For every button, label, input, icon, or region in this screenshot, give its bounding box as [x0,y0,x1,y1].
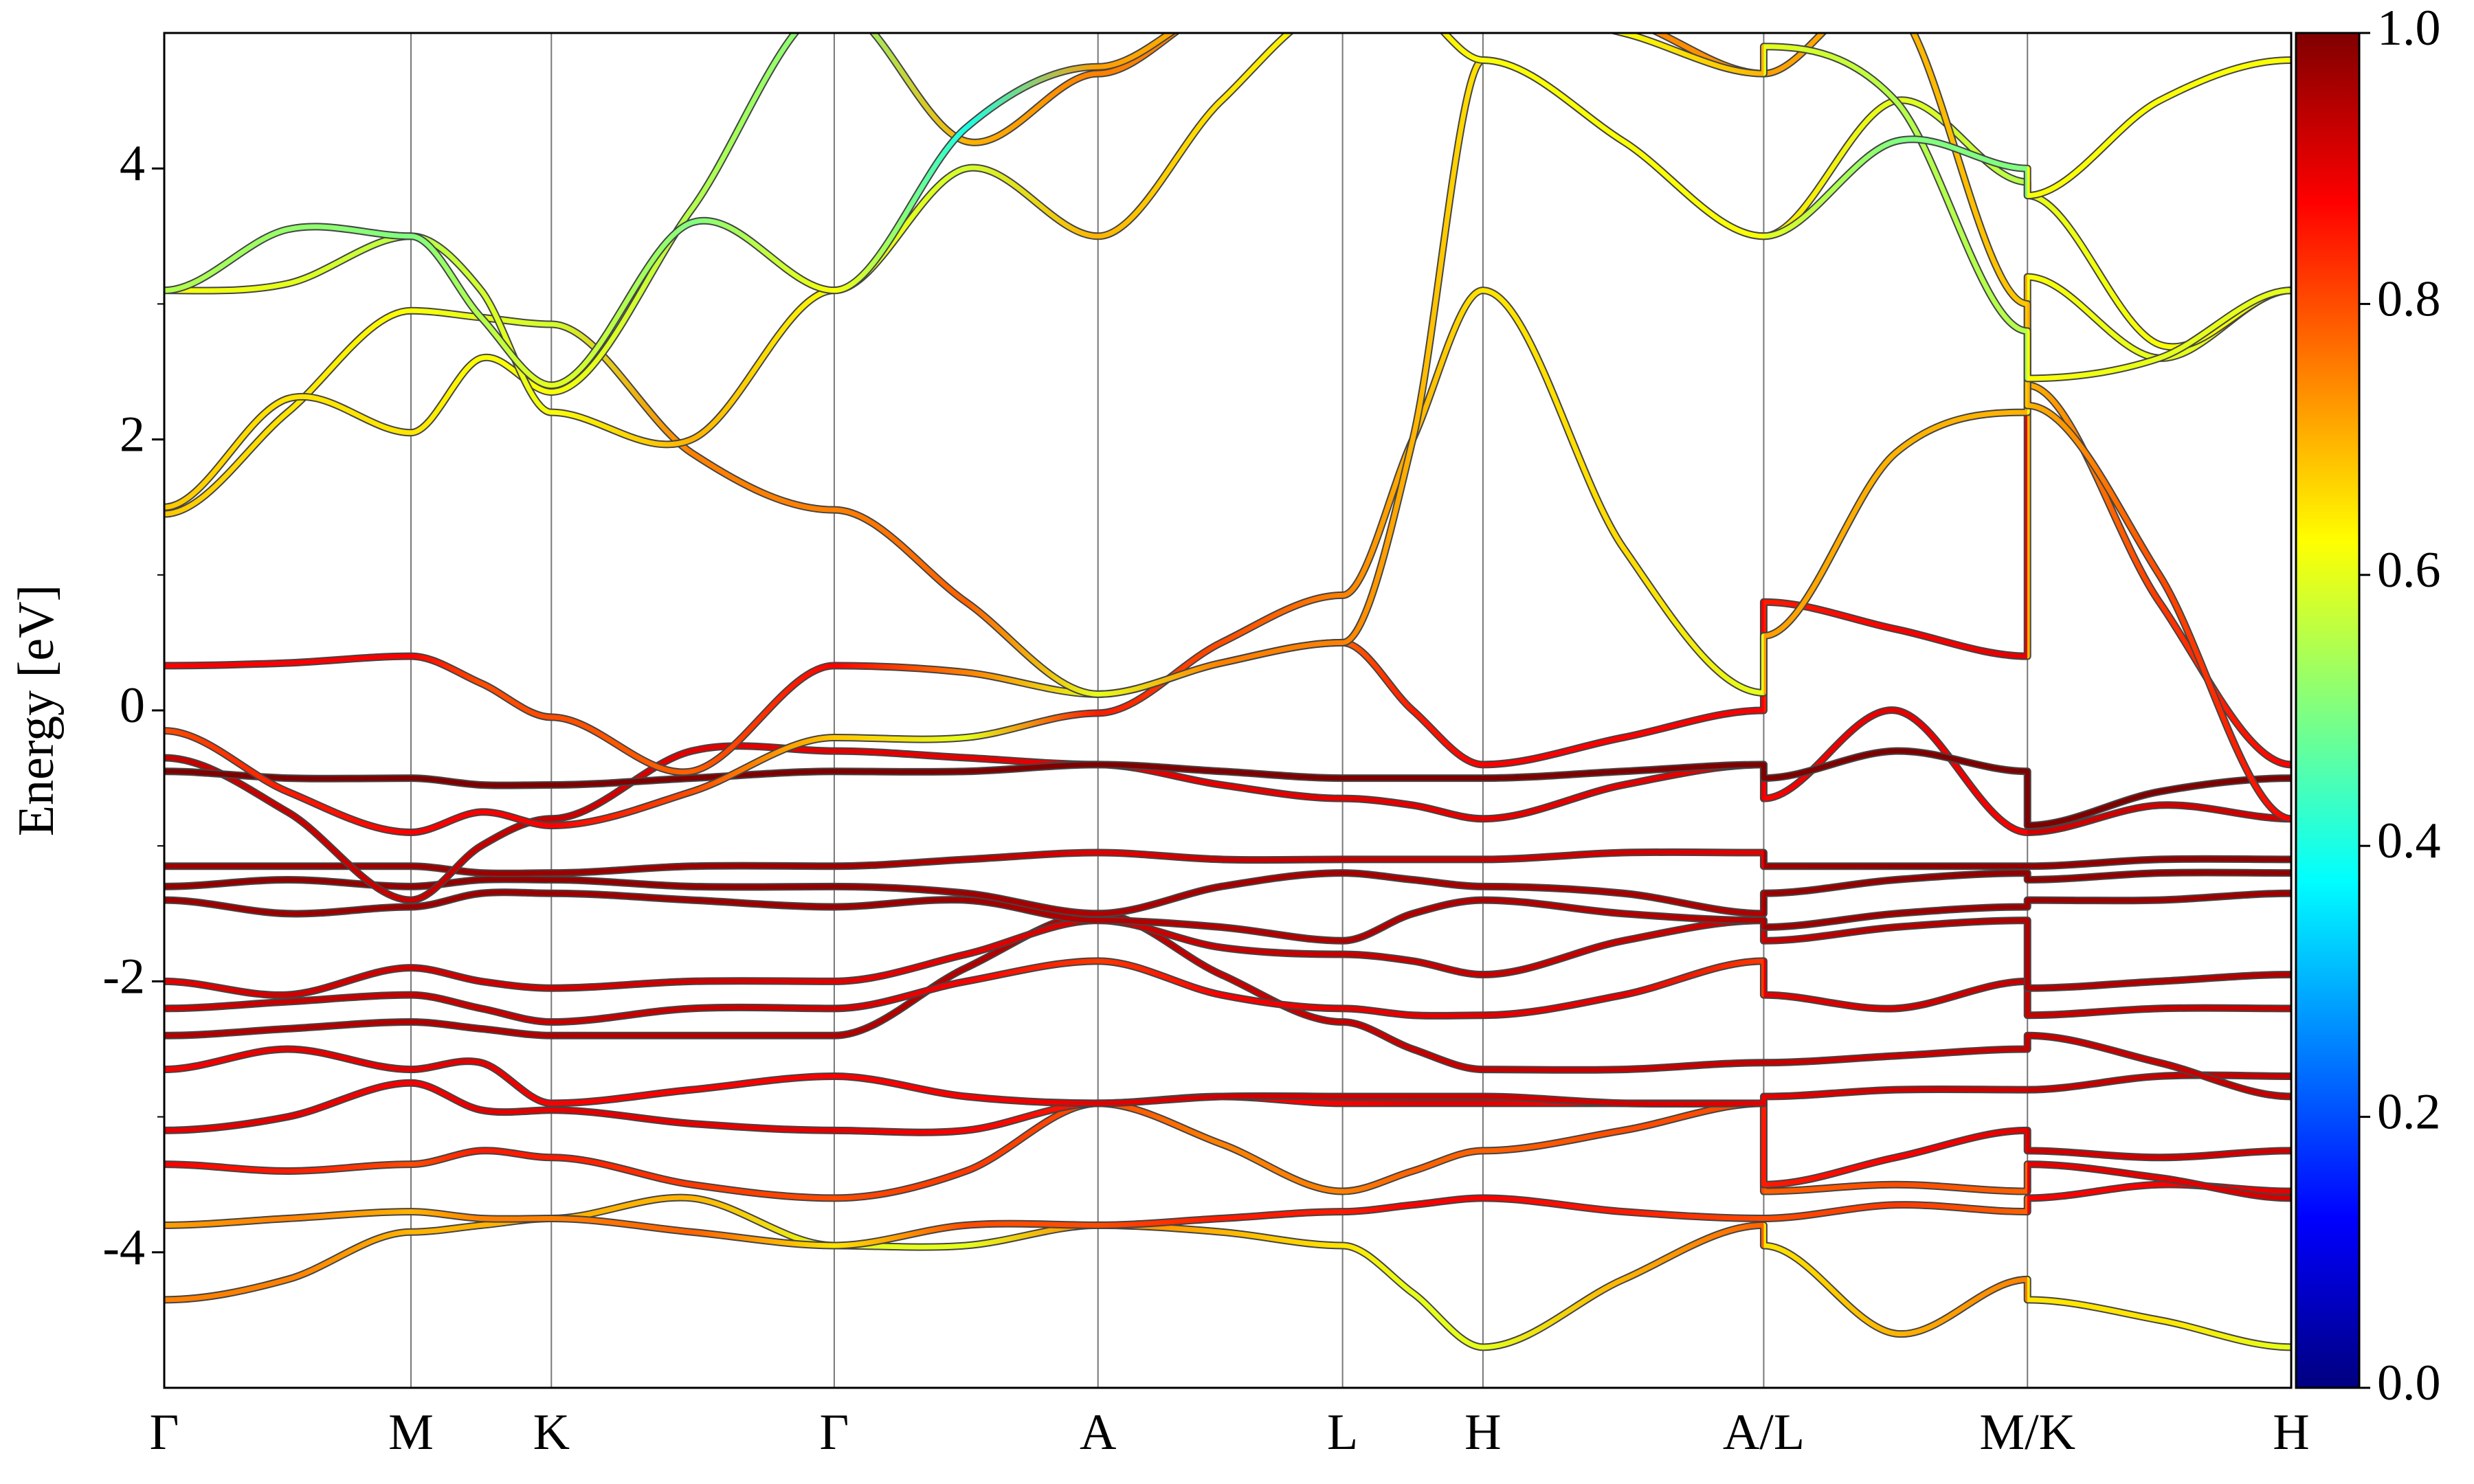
x-tick-label: A/L [1723,1404,1805,1461]
band-outline [164,381,2291,776]
band-line [164,918,2291,998]
y-tick-label: -4 [102,1219,145,1276]
band-line [164,1101,2291,1201]
band-line [164,383,2291,775]
colorbar-tick-label: 0.0 [2377,1355,2441,1411]
band-line [164,890,2291,943]
band-line [164,708,2291,903]
band-line [164,1182,2291,1248]
y-tick-label: -2 [102,948,145,1004]
band-line [164,1046,2291,1107]
band-line [164,870,2291,917]
band-line [164,274,2291,835]
x-tick-label: Γ [150,1404,179,1461]
colorbar-tick-label: 0.6 [2377,542,2441,598]
y-axis-label: Energy [eV] [8,585,65,836]
colorbar-tick-label: 0.2 [2377,1084,2441,1140]
y-tick-label: 0 [120,677,145,734]
x-tick-label: L [1327,1404,1358,1461]
x-tick-label: Γ [820,1404,849,1461]
band-line [164,958,2291,1025]
band-outline [164,888,2291,945]
x-tick-label: H [2273,1404,2309,1461]
x-tick-label: M/K [1979,1404,2075,1461]
band-outline [164,33,2291,823]
band-outline [164,33,2291,449]
x-tick-label: K [533,1404,570,1461]
band-outline [164,848,2291,877]
band-line [164,33,2291,388]
band-line [164,33,2291,822]
x-tick-label: M [388,1404,434,1461]
colorbar-tick-label: 0.4 [2377,813,2441,869]
band-line [164,1195,2291,1350]
colorbar [2295,32,2361,1389]
band-line [164,748,2291,829]
plot-frame [163,32,2293,1389]
bands [164,33,2291,1351]
band-line [164,911,2291,1099]
x-tick-label: H [1464,1404,1501,1461]
x-tick-label: A [1080,1404,1116,1461]
band-line [164,57,2291,697]
band-line [164,849,2291,876]
band-line [164,33,2291,447]
colorbar-tick-label: 1.0 [2377,0,2441,56]
y-tick-label: 4 [120,135,145,192]
y-tick-label: 2 [120,407,145,463]
colorbar-tick-label: 0.8 [2377,271,2441,327]
